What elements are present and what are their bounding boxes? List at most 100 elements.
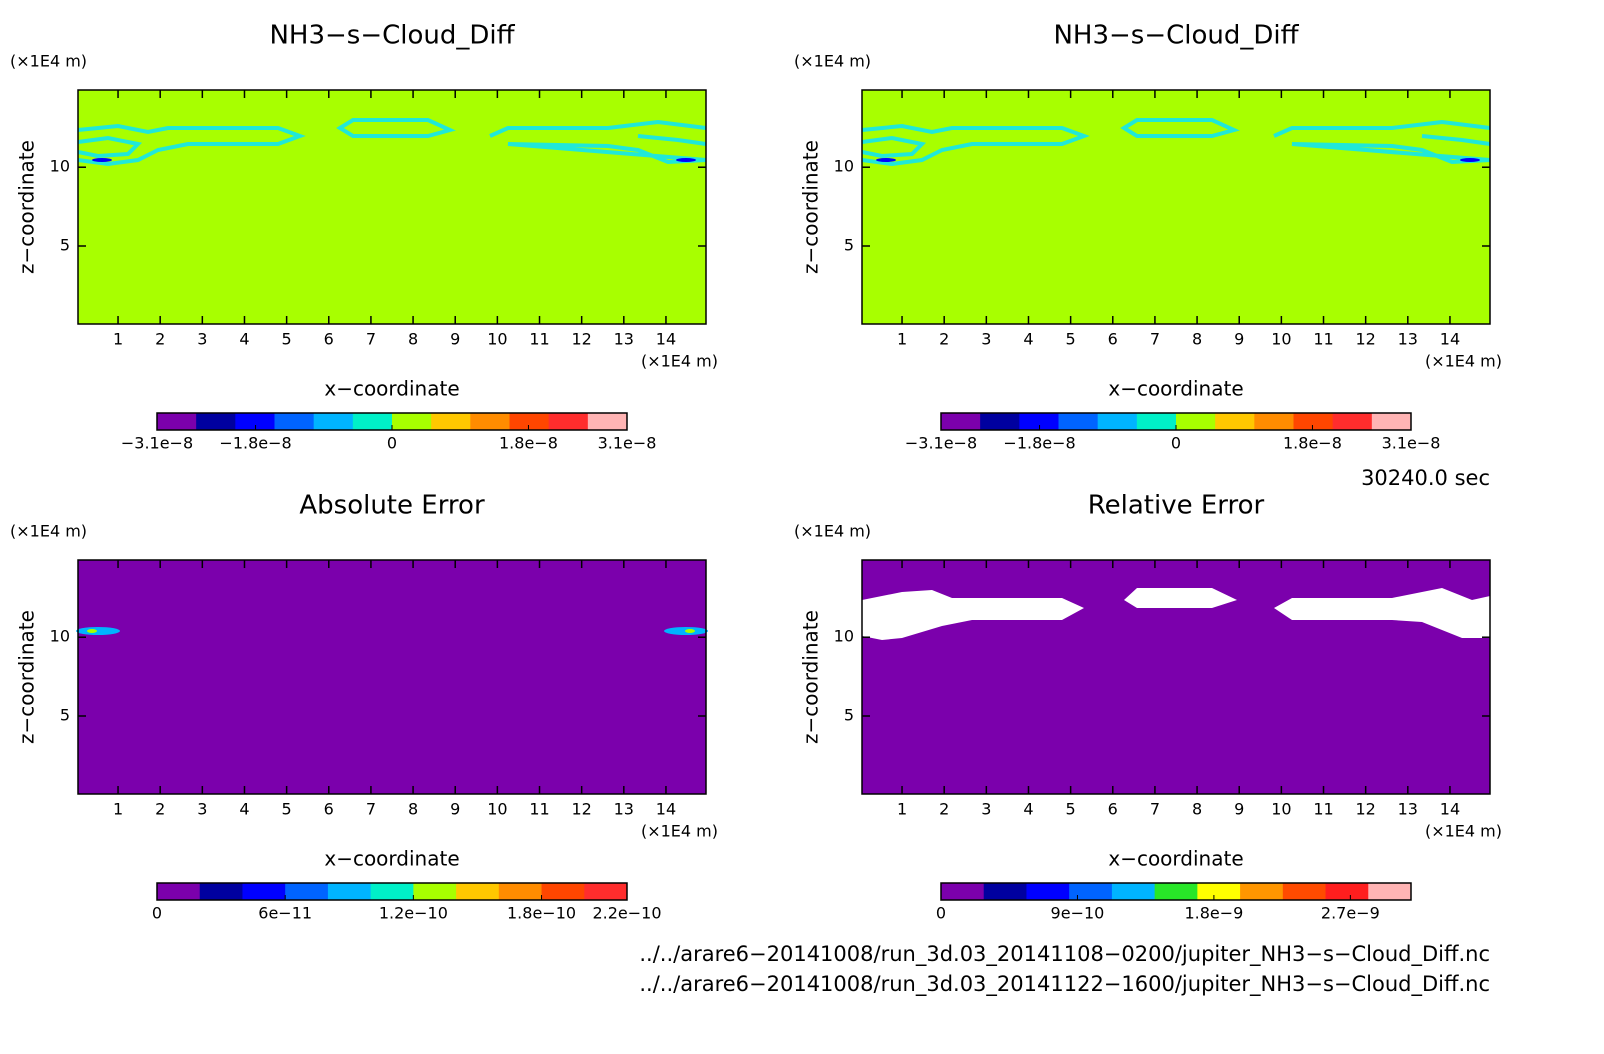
colorbar-tick-label: 0 (936, 904, 946, 923)
x-tick-label: 11 (1313, 800, 1333, 819)
x-tick-label: 3 (981, 330, 991, 349)
colorbar-segment (1325, 883, 1369, 900)
x-tick-label: 5 (282, 800, 292, 819)
colorbar-segment (1332, 413, 1373, 430)
field-background (78, 90, 706, 324)
time-label: 30240.0 sec (1361, 466, 1490, 490)
x-tick-label: 2 (155, 330, 165, 349)
x-tick-label: 11 (529, 330, 549, 349)
colorbar-tick-label: 1.8e−9 (1184, 904, 1243, 923)
x-tick-label: 6 (324, 330, 334, 349)
colorbar-segment (980, 413, 1020, 430)
x-tick-label: 4 (1023, 330, 1033, 349)
colorbar-segment (1136, 413, 1177, 430)
contour-region (1460, 158, 1480, 162)
colorbar-segment (157, 413, 197, 430)
x-tick-label: 4 (239, 800, 249, 819)
colorbar-segment (1282, 883, 1327, 900)
x-tick-label: 14 (1440, 330, 1460, 349)
x-tick-label: 7 (366, 330, 376, 349)
x-tick-label: 1 (113, 800, 123, 819)
file-path: ../../arare6−20141008/run_3d.03_20141122… (639, 972, 1490, 997)
colorbar-segment (1371, 413, 1412, 430)
colorbar-tick-label: 1.8e−10 (507, 904, 576, 923)
x-unit: (×1E4 m) (1425, 822, 1502, 841)
x-tick-label: 9 (450, 800, 460, 819)
colorbar-segment (1154, 883, 1198, 900)
x-tick-label: 13 (1398, 330, 1418, 349)
x-tick-label: 6 (1108, 330, 1118, 349)
colorbar-segment (285, 883, 329, 900)
contour-region (876, 158, 896, 162)
x-tick-label: 10 (1271, 330, 1291, 349)
x-unit: (×1E4 m) (1425, 352, 1502, 371)
x-axis-label: x−coordinate (1108, 377, 1243, 401)
x-tick-label: 9 (1234, 330, 1244, 349)
y-unit: (×1E4 m) (10, 52, 87, 71)
colorbar-segment (470, 413, 510, 430)
y-axis-label: z−coordinate (15, 140, 39, 274)
colorbar-segment (1026, 883, 1070, 900)
contour-region (77, 118, 707, 167)
x-tick-label: 11 (1313, 330, 1333, 349)
colorbar-tick-label: −3.1e−8 (121, 434, 193, 453)
field-background (78, 560, 706, 794)
y-unit: (×1E4 m) (794, 52, 871, 71)
x-tick-label: 13 (614, 800, 634, 819)
x-tick-label: 6 (324, 800, 334, 819)
x-tick-label: 3 (197, 800, 207, 819)
colorbar-segment (1058, 413, 1099, 430)
contour-field (862, 560, 1490, 794)
y-axis-label: z−coordinate (15, 610, 39, 744)
colorbar-tick-label: 0 (152, 904, 162, 923)
colorbar-tick-label: 1.8e−8 (499, 434, 558, 453)
colorbar-segment (587, 413, 628, 430)
x-tick-label: 10 (1271, 800, 1291, 819)
x-tick-label: 12 (1355, 800, 1375, 819)
colorbar-segment (509, 413, 550, 430)
colorbar-tick-label: 6e−11 (258, 904, 312, 923)
x-tick-label: 5 (1066, 330, 1076, 349)
x-axis-label: x−coordinate (324, 847, 459, 871)
colorbar-frame (940, 882, 1412, 901)
colorbar-segment (941, 883, 985, 900)
x-axis-label: x−coordinate (324, 377, 459, 401)
x-tick-label: 8 (1192, 800, 1202, 819)
x-tick-label: 3 (981, 800, 991, 819)
x-tick-label: 5 (1066, 800, 1076, 819)
colorbar-tick-label: −1.8e−8 (1003, 434, 1075, 453)
colorbar-segment (1215, 413, 1255, 430)
x-unit: (×1E4 m) (641, 822, 718, 841)
x-tick-label: 8 (1192, 330, 1202, 349)
colorbar-segment (313, 413, 354, 430)
contour-field (861, 90, 1491, 324)
x-tick-label: 13 (1398, 800, 1418, 819)
contour-region (76, 627, 120, 635)
colorbar-tick-label: −3.1e−8 (905, 434, 977, 453)
y-axis-label: z−coordinate (799, 610, 823, 744)
y-unit: (×1E4 m) (10, 522, 87, 541)
colorbar-segment (199, 883, 243, 900)
colorbar-segment (352, 413, 393, 430)
x-tick-label: 2 (155, 800, 165, 819)
y-tick-label: 10 (834, 627, 854, 646)
x-tick-label: 14 (1440, 800, 1460, 819)
colorbar-segment (157, 883, 201, 900)
x-tick-label: 6 (1108, 800, 1118, 819)
colorbar-tick-label: 0 (387, 434, 397, 453)
x-tick-label: 14 (656, 800, 676, 819)
colorbar-segment (196, 413, 236, 430)
x-tick-label: 1 (897, 330, 907, 349)
x-tick-label: 9 (1234, 800, 1244, 819)
colorbar-segment (1019, 413, 1059, 430)
x-tick-label: 8 (408, 330, 418, 349)
colorbar-segment (941, 413, 981, 430)
colorbar-segment (1197, 883, 1241, 900)
x-tick-label: 3 (197, 330, 207, 349)
contour-region (862, 588, 1490, 640)
x-tick-label: 8 (408, 800, 418, 819)
colorbar-segment (498, 883, 543, 900)
colorbar-tick-label: 2.2e−10 (592, 904, 661, 923)
colorbar-segment (1240, 883, 1284, 900)
